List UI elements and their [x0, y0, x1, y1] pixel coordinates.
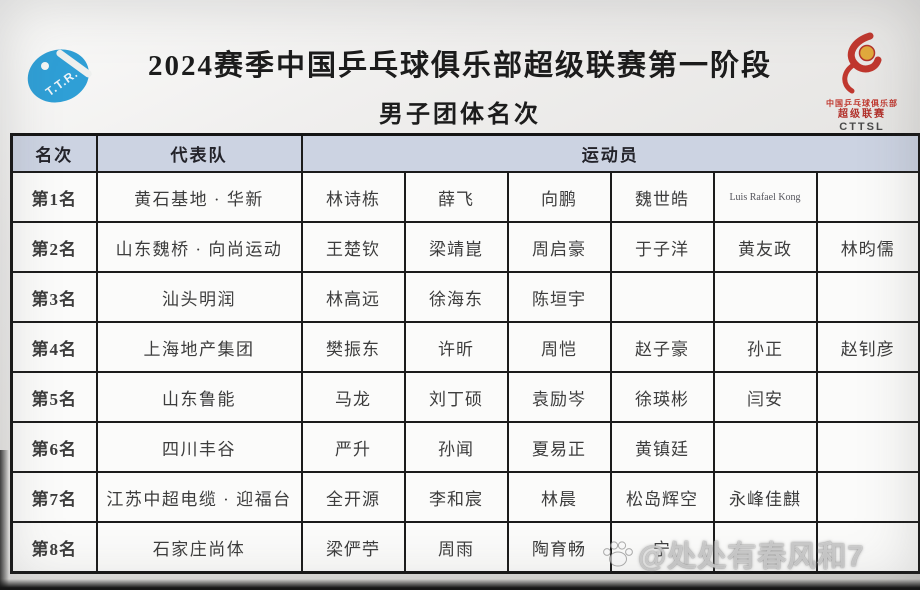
table-row: 第5名 山东鲁能 马龙 刘丁硕 袁励岑 徐瑛彬 闫安	[10, 371, 920, 423]
player-cell: 全开源	[300, 471, 406, 523]
header-rank: 名次	[10, 133, 98, 173]
player-cell: 刘丁硕	[403, 371, 509, 423]
player-cell: 于子洋	[609, 221, 715, 273]
player-cell	[815, 471, 920, 523]
rank-cell: 第5名	[10, 371, 98, 423]
team-cell: 上海地产集团	[95, 321, 303, 373]
player-cell	[712, 271, 818, 323]
player-cell: 林昀儒	[815, 221, 920, 273]
player-cell: 永峰佳麒	[712, 471, 818, 523]
photo-edge-left	[0, 450, 9, 590]
table-body: 第1名 黄石基地 · 华新 林诗栋 薛飞 向鹏 魏世皓 Luis Rafael Kong 第2…	[10, 171, 920, 574]
player-cell	[815, 421, 920, 473]
player-cell: 袁励岑	[506, 371, 612, 423]
player-cell: 孙正	[712, 321, 818, 373]
player-cell: 孙闻	[403, 421, 509, 473]
player-cell: 松岛辉空	[609, 471, 715, 523]
team-cell: 石家庄尚体	[95, 521, 303, 574]
right-logo-line2: 超级联赛	[838, 109, 886, 120]
player-cell	[712, 421, 818, 473]
player-cell: 夏易正	[506, 421, 612, 473]
player-cell	[609, 271, 715, 323]
player-cell: 徐瑛彬	[609, 371, 715, 423]
player-cell: 林晨	[506, 471, 612, 523]
player-cell: 王楚钦	[300, 221, 406, 273]
rank-cell: 第3名	[10, 271, 98, 323]
rank-cell: 第6名	[10, 421, 98, 473]
player-cell: 周启豪	[506, 221, 612, 273]
player-cell: 李和宸	[403, 471, 509, 523]
player-cell: 陈垣宇	[506, 271, 612, 323]
player-cell: 薛飞	[403, 171, 509, 223]
player-cell: 黄镇廷	[609, 421, 715, 473]
player-cell: Luis Rafael Kong	[712, 171, 818, 223]
player-cell: 魏世皓	[609, 171, 715, 223]
header-team: 代表队	[95, 133, 303, 173]
player-cell: 马龙	[300, 371, 406, 423]
rank-cell: 第1名	[10, 171, 98, 223]
player-cell: 严升	[300, 421, 406, 473]
rank-cell: 第4名	[10, 321, 98, 373]
player-cell: 梁俨苧	[300, 521, 406, 574]
player-cell: 周恺	[506, 321, 612, 373]
table-row: 第2名 山东魏桥 · 向尚运动 王楚钦 梁靖崑 周启豪 于子洋 黄友政 林昀儒	[10, 221, 920, 273]
right-logo-line3: CTTSL	[839, 121, 885, 133]
player-cell: 赵子豪	[609, 321, 715, 373]
player-cell	[815, 271, 920, 323]
player-cell: 陶育畅	[506, 521, 612, 574]
table-row: 第7名 江苏中超电缆 · 迎福台 全开源 李和宸 林晨 松岛辉空 永峰佳麒	[10, 471, 920, 523]
rank-cell: 第2名	[10, 221, 98, 273]
player-cell	[815, 521, 920, 574]
team-cell: 黄石基地 · 华新	[95, 171, 303, 223]
player-cell	[815, 171, 920, 223]
page-title: 2024赛季中国乒乓球俱乐部超级联赛第一阶段	[147, 50, 772, 82]
player-cell: 樊振东	[300, 321, 406, 373]
racket-logo-icon: T.T.R.	[27, 49, 92, 103]
team-cell: 江苏中超电缆 · 迎福台	[95, 471, 303, 523]
player-cell: 赵钊彦	[815, 321, 920, 373]
table-row: 第6名 四川丰谷 严升 孙闻 夏易正 黄镇廷	[10, 421, 920, 473]
player-cell	[815, 371, 920, 423]
page-subtitle: 男子团体名次	[379, 102, 541, 128]
table-header-row: 名次 代表队 运动员	[10, 133, 920, 173]
player-cell: 梁靖崑	[403, 221, 509, 273]
player-cell: 黄友政	[712, 221, 818, 273]
player-cell: 宁	[609, 521, 715, 574]
table-row: 第4名 上海地产集团 樊振东 许昕 周恺 赵子豪 孙正 赵钊彦	[10, 321, 920, 373]
player-cell: 林诗栋	[300, 171, 406, 223]
photo-edge-bottom	[0, 579, 920, 590]
rank-cell: 第8名	[10, 521, 98, 574]
team-cell: 山东鲁能	[95, 371, 303, 423]
table-row: 第3名 汕头明润 林高远 徐海东 陈垣宇	[10, 271, 920, 323]
team-cell: 山东魏桥 · 向尚运动	[95, 221, 303, 273]
header-players: 运动员	[300, 133, 920, 173]
right-logo-line1: 中国乒乓球俱乐部	[826, 99, 898, 108]
player-cell: 林高远	[300, 271, 406, 323]
player-cell: 徐海东	[403, 271, 509, 323]
team-cell: 四川丰谷	[95, 421, 303, 473]
table-row: 第8名 石家庄尚体 梁俨苧 周雨 陶育畅宁	[10, 521, 920, 574]
player-cell: 许昕	[403, 321, 509, 373]
results-table: 名次 代表队 运动员 第1名 黄石基地 · 华新 林诗栋 薛飞 向鹏 魏世皓 Luis Ra…	[10, 133, 920, 574]
right-league-logo: 中国乒乓球俱乐部 超级联赛 CTTSL	[812, 32, 912, 134]
left-club-logo: T.T.R.	[20, 36, 96, 112]
player-cell: 周雨	[403, 521, 509, 574]
cttsl-player-icon	[842, 32, 882, 94]
player-cell: 闫安	[712, 371, 818, 423]
rank-cell: 第7名	[10, 471, 98, 523]
player-cell	[712, 521, 818, 574]
table-row: 第1名 黄石基地 · 华新 林诗栋 薛飞 向鹏 魏世皓 Luis Rafael Kong	[10, 171, 920, 223]
team-cell: 汕头明润	[95, 271, 303, 323]
player-cell: 向鹏	[506, 171, 612, 223]
